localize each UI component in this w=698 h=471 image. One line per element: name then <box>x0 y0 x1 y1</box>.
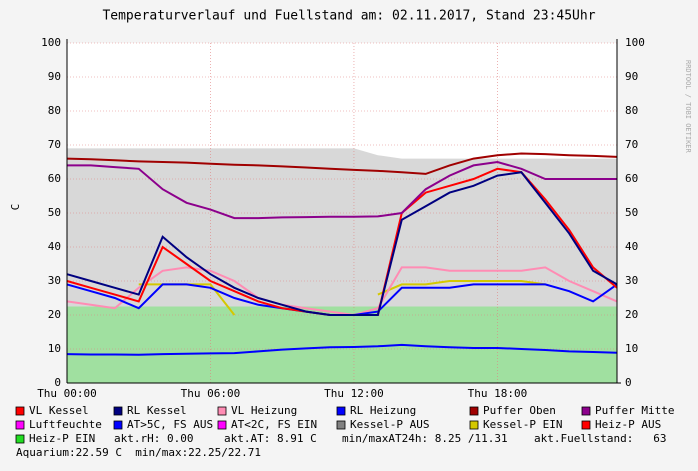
y-tick-label-right: 40 <box>625 240 638 253</box>
info-text: akt.rH: 0.00 <box>114 432 193 445</box>
y-tick-label-right: 10 <box>625 342 638 355</box>
legend-swatch <box>217 406 227 416</box>
line <box>66 152 618 175</box>
legend-label: RL Kessel <box>127 404 187 417</box>
y-tick-label-right: 20 <box>625 308 638 321</box>
y-tick-label-right: 90 <box>625 70 638 83</box>
y-tick-label: 20 <box>48 308 61 321</box>
y-tick-label: 100 <box>41 36 61 49</box>
chart-title: Temperaturverlauf und Fuellstand am: 02.… <box>102 9 595 24</box>
area <box>67 306 617 383</box>
watermark: RRDTOOL / TOBI OETIKER <box>684 60 692 154</box>
y-tick-label: 40 <box>48 240 61 253</box>
legend-label: VL Heizung <box>231 404 297 417</box>
info-text: akt.AT: 8.91 C <box>224 432 317 445</box>
plot: 0 0 10 10 20 20 30 30 40 40 50 50 60 60 70 70 80 80 90 90 10… <box>15 36 674 459</box>
legend-label: AT<2C, FS EIN <box>231 418 317 431</box>
info-text: min/maxAT24h: 8.25 /11.31 <box>342 432 508 445</box>
info-text: Aquarium:22.59 C min/max:22.25/22.71 <box>16 446 261 459</box>
y-tick-label-right: 60 <box>625 172 638 185</box>
y-tick-label: 10 <box>48 342 61 355</box>
legend-label: Heiz-P AUS <box>595 418 661 431</box>
legend-label: Kessel-P AUS <box>350 418 429 431</box>
y-tick-label: 70 <box>48 138 61 151</box>
legend-swatch <box>15 406 25 416</box>
legend-swatch <box>113 420 123 430</box>
y-tick-label-right: 50 <box>625 206 638 219</box>
x-tick-label: Thu 18:00 <box>468 387 528 400</box>
y-axis-label: C <box>9 204 22 211</box>
legend-label: Heiz-P EIN <box>29 432 95 445</box>
y-tick-label-right: 0 <box>625 376 632 389</box>
x-tick-label: Thu 12:00 <box>324 387 384 400</box>
y-tick-label-right: 30 <box>625 274 638 287</box>
info-text: akt.Fuellstand: 63 <box>534 432 666 445</box>
y-tick-label-right: 100 <box>625 36 645 49</box>
y-tick-label: 0 <box>54 376 61 389</box>
legend-swatch <box>15 434 25 444</box>
legend-label: Puffer Mitte <box>595 404 674 417</box>
y-tick-label: 50 <box>48 206 61 219</box>
legend-swatch <box>113 406 123 416</box>
legend-swatch <box>581 420 591 430</box>
legend-swatch <box>15 420 25 430</box>
x-tick-label: Thu 06:00 <box>181 387 241 400</box>
legend-label: Kessel-P EIN <box>483 418 562 431</box>
legend-label: AT>5C, FS AUS <box>127 418 213 431</box>
legend-swatch <box>581 406 591 416</box>
y-tick-label: 90 <box>48 70 61 83</box>
legend-label: Puffer Oben <box>483 404 556 417</box>
line <box>66 266 618 317</box>
line <box>66 343 618 356</box>
legend-swatch <box>336 406 346 416</box>
legend-label: VL Kessel <box>29 404 89 417</box>
y-tick-label: 80 <box>48 104 61 117</box>
x-tick-label: Thu 00:00 <box>37 387 97 400</box>
legend-label: Luftfeuchte <box>29 418 102 431</box>
line <box>67 160 617 220</box>
legend-swatch <box>469 406 479 416</box>
y-tick-label-right: 80 <box>625 104 638 117</box>
legend-swatch <box>469 420 479 430</box>
y-tick-label: 60 <box>48 172 61 185</box>
line <box>66 171 618 316</box>
legend-swatch <box>336 420 346 430</box>
y-tick-label: 30 <box>48 274 61 287</box>
legend-swatch <box>217 420 227 430</box>
y-tick-label-right: 70 <box>625 138 638 151</box>
legend-label: RL Heizung <box>350 404 416 417</box>
